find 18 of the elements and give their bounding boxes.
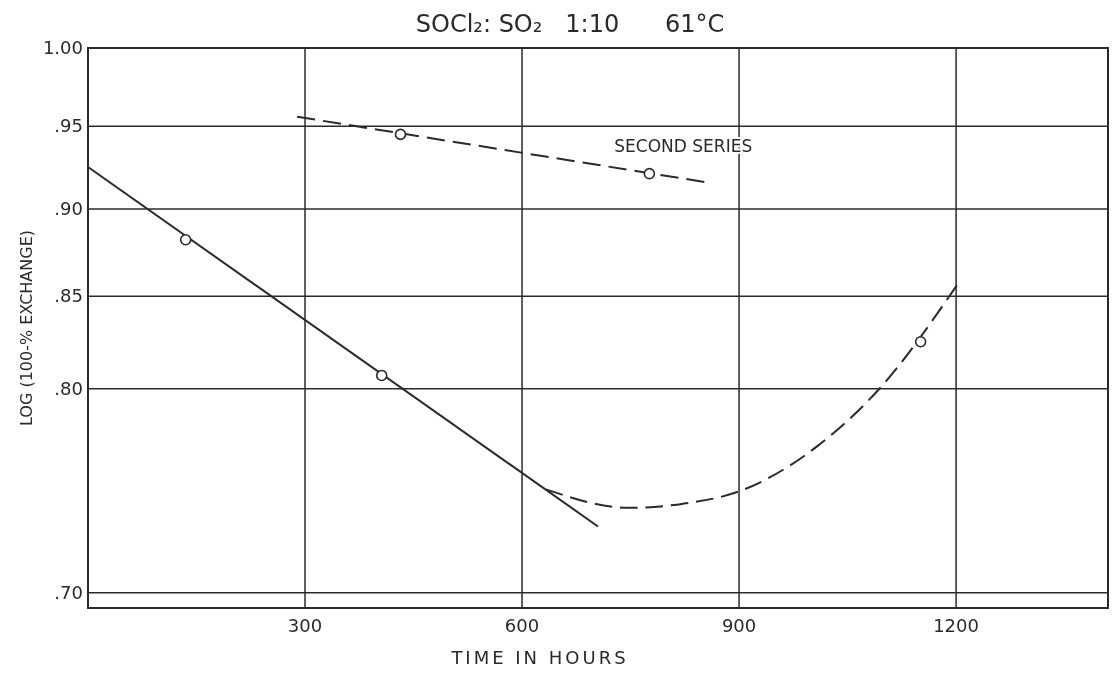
x-axis-title: TIME IN HOURS <box>450 647 629 668</box>
point <box>643 167 656 180</box>
y-tick-label: .95 <box>54 115 83 137</box>
y-tick-label: .85 <box>54 285 83 307</box>
y-tick-label: .90 <box>54 197 83 219</box>
x-tick-label: 900 <box>721 615 757 636</box>
x-tick-label: 600 <box>504 615 540 636</box>
point <box>914 335 927 348</box>
y-tick-label: .70 <box>54 581 83 603</box>
y-axis-title: LOG (100-% EXCHANGE) <box>17 229 36 427</box>
chart-title: SOCl₂: SO₂ 1:10 61°C <box>415 10 725 38</box>
x-tick-label: 300 <box>287 615 323 636</box>
point <box>394 128 407 141</box>
point <box>179 233 192 246</box>
point <box>375 369 388 382</box>
x-tick-label: 1200 <box>933 615 979 636</box>
y-tick-label: .80 <box>54 377 83 399</box>
y-tick-label: 1.00 <box>42 37 83 58</box>
